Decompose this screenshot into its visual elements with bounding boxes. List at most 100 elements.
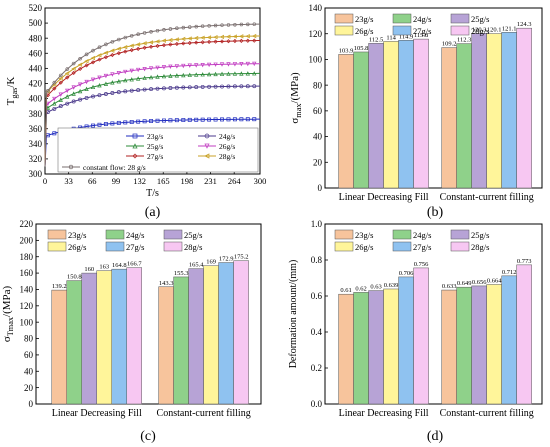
panel-a-legend-label: 28g/s <box>219 152 235 161</box>
panel-c-category-label: Constant-current filling <box>157 408 251 419</box>
panel-a-point <box>58 97 63 102</box>
panel-a-point <box>213 117 218 122</box>
panel-d-legend-swatch <box>392 241 412 252</box>
panel-a-point <box>200 62 205 68</box>
panel-a-point <box>174 26 179 31</box>
panel-a-point <box>123 120 128 125</box>
panel-a-point <box>155 86 160 91</box>
panel-b-bar <box>413 38 429 189</box>
panel-c-legend-label: 27g/s <box>126 242 144 252</box>
panel-a-xtick-label: 264 <box>228 176 242 186</box>
panel-a-point <box>226 23 231 27</box>
panel-a-point <box>181 41 186 46</box>
panel-a-point <box>116 78 121 84</box>
panel-c-bar-value: 175.2 <box>234 254 249 261</box>
panel-c-ylabel-unit: /(MPa) <box>1 285 13 317</box>
panel-b-bar-value: 120.3 <box>472 26 487 33</box>
panel-b-bar-value: 114 <box>386 34 396 41</box>
panel-b-ytick-label: 60 <box>313 106 323 116</box>
panel-a-point <box>129 88 134 93</box>
panel-b-bar-value: 124.3 <box>517 21 532 28</box>
panel-a-point <box>71 70 76 76</box>
panel-a-point <box>252 61 257 67</box>
panel-a-point <box>207 24 212 28</box>
panel-a-point <box>103 92 108 96</box>
panel-a-point <box>252 84 257 89</box>
panel-a-ytick-label: 500 <box>29 18 43 28</box>
panel-c-bar-value: 150.8 <box>67 274 82 281</box>
panel-a-point <box>136 88 141 93</box>
panel-a-ylabel: Tgas/K <box>5 77 19 106</box>
panel-a-point <box>97 57 102 62</box>
panel-a-xtick-label: 300 <box>254 176 267 186</box>
panel-d-legend-label: 28g/s <box>471 242 489 252</box>
panel-b-bar <box>368 43 384 189</box>
panel-a-legend-label: 25g/s <box>147 142 163 151</box>
panel-a-point <box>168 86 173 90</box>
panel-a-point <box>168 64 173 69</box>
panel-a-point <box>213 34 218 40</box>
panel-a-point <box>77 62 83 67</box>
panel-a-point <box>226 39 231 44</box>
panel-c-bar-value: 160 <box>84 266 94 273</box>
panel-c-label: (c) <box>140 429 156 444</box>
panel-a-point <box>45 89 50 93</box>
panel-b-legend-swatch <box>392 13 412 24</box>
panel-d-bar-value: 0.62 <box>355 285 366 292</box>
panel-a-point <box>239 117 244 122</box>
panel-c-bar <box>81 272 97 405</box>
panel-a-ytick-label: 420 <box>29 79 43 89</box>
panel-a-point <box>155 118 160 123</box>
panel-d-ylabel-main: Deformation amount/(mm) <box>288 260 299 369</box>
panel-a-legend-marker <box>132 153 138 159</box>
panel-a-point <box>65 75 70 80</box>
panel-a-point <box>207 117 212 122</box>
panel-b-bar-value: 120.1 <box>487 27 502 34</box>
panel-a-point <box>239 22 244 27</box>
panel-a-point <box>52 96 57 102</box>
panel-a-point <box>58 73 63 78</box>
panel-c-ytick-label: 180 <box>20 252 34 262</box>
panel-a-point <box>84 95 89 100</box>
panel-a-point <box>174 85 179 90</box>
panel-c-bar <box>173 276 189 405</box>
panel-b-bar <box>471 33 487 189</box>
panel-a-point <box>226 71 231 76</box>
panel-a-point <box>239 71 244 76</box>
panel-a-point <box>193 35 199 41</box>
panel-a-point <box>200 117 205 122</box>
panel-a-point <box>206 71 212 77</box>
panel-d-bar-value: 0.639 <box>384 282 399 289</box>
panel-b-legend-swatch <box>450 13 470 24</box>
panel-a-point <box>142 67 147 72</box>
panel-b-legend-label: 27g/s <box>413 26 431 36</box>
panel-a-point <box>110 52 115 58</box>
panel-a-ytick-label: 380 <box>29 109 43 119</box>
panel-a-point <box>110 72 115 77</box>
panel-a-point <box>187 36 192 41</box>
panel-a-legend-frame <box>57 127 259 173</box>
panel-b-ytick-label: 40 <box>313 132 323 142</box>
panel-a-point <box>181 118 186 122</box>
panel-a-point <box>220 23 225 27</box>
panel-a-point <box>52 131 57 136</box>
panel-d-bar <box>413 267 429 405</box>
panel-a-point <box>239 84 244 89</box>
panel-a-point <box>194 63 199 68</box>
panel-d-bar <box>398 276 414 405</box>
panel-a-legend-marker <box>204 143 210 149</box>
panel-b-bar <box>486 33 502 189</box>
panel-a-point <box>78 97 83 102</box>
panel-a-point <box>252 38 257 43</box>
panel-a-point <box>206 62 212 68</box>
panel-a-point <box>78 66 83 72</box>
panel-b-ylabel: σmax/(MPa) <box>289 72 303 124</box>
panel-c-bar <box>111 268 127 405</box>
panel-a-point <box>148 66 154 71</box>
panel-a-point <box>129 68 134 74</box>
panel-c-bar-value: 163 <box>99 264 109 271</box>
panel-d-ytick-label: 0.0 <box>311 399 323 409</box>
panel-a-point <box>155 74 160 79</box>
panel-c-legend-label: 23g/s <box>68 230 86 240</box>
panel-a-ytick-label: 480 <box>29 33 43 43</box>
